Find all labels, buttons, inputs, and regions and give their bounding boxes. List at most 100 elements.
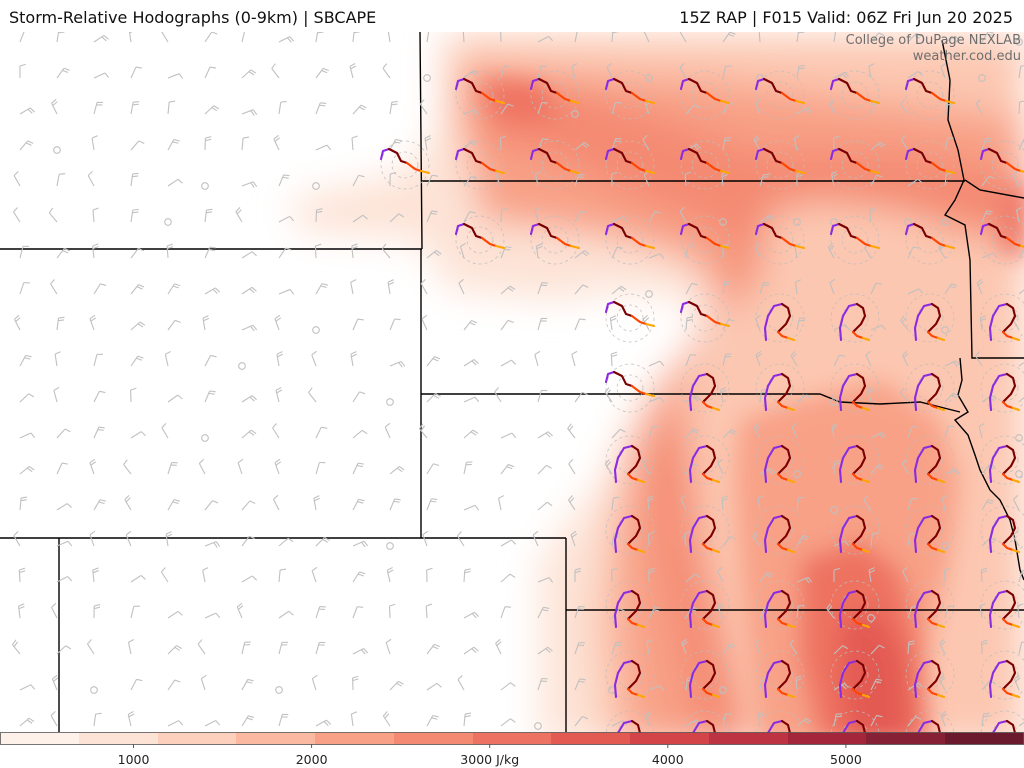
wind-barb — [981, 210, 993, 223]
hodograph-ring — [455, 140, 505, 190]
hodograph — [838, 589, 871, 629]
hodograph-ring — [541, 151, 569, 179]
wind-barb — [420, 278, 428, 295]
wind-barb — [941, 495, 948, 511]
wind-barb — [204, 720, 221, 727]
wind-barb — [534, 350, 541, 367]
wind-barb — [93, 499, 106, 511]
sbcape-colorbar: 1000 2000 3000 J/kg 4000 5000 — [0, 732, 1024, 767]
wind-barb — [130, 140, 145, 151]
state-borders — [0, 32, 1024, 732]
wind-barb — [349, 62, 357, 79]
wind-barb — [315, 461, 326, 475]
wind-barb — [833, 567, 840, 583]
wind-barb — [278, 713, 289, 727]
hodograph-ring — [541, 81, 569, 109]
wind-barb — [48, 207, 58, 223]
colorbar-bin — [158, 732, 237, 745]
wind-barb — [19, 32, 31, 43]
wind-barb — [426, 463, 440, 475]
wind-barb — [315, 67, 329, 79]
hodograph-ring — [905, 650, 955, 700]
wind-barb — [574, 250, 590, 259]
wind-barb — [567, 423, 576, 439]
wind-barb — [975, 98, 983, 115]
wind-barb — [648, 685, 665, 692]
wind-barb — [537, 501, 553, 511]
hodograph-ring — [980, 293, 1024, 343]
wind-barb — [722, 353, 732, 367]
hodograph-ring — [991, 151, 1019, 179]
wind-barb — [125, 530, 132, 547]
hodograph — [979, 147, 1024, 173]
wind-barb — [643, 32, 650, 43]
hodograph — [913, 444, 946, 484]
wind-barb — [981, 712, 990, 727]
wind-barb — [574, 141, 590, 151]
hodograph — [988, 302, 1021, 342]
hodograph-ring — [605, 140, 655, 190]
wind-barb — [902, 350, 909, 367]
wind-barb — [278, 288, 295, 295]
wind-barb — [241, 181, 258, 188]
wind-barb — [463, 646, 479, 655]
hodograph-ring — [830, 215, 880, 265]
wind-barb — [537, 646, 553, 655]
wind-barb — [19, 717, 35, 727]
wind-barb — [130, 574, 146, 583]
wind-barb — [19, 432, 36, 439]
wind-barb — [831, 423, 839, 439]
wind-barb — [93, 283, 107, 295]
wind-barb — [86, 639, 95, 655]
wind-barb — [870, 644, 885, 655]
wind-barb — [976, 278, 984, 295]
wind-barb — [19, 684, 36, 691]
wind-barb — [907, 497, 918, 511]
colorbar-bin — [945, 732, 1024, 745]
hodograph — [829, 222, 881, 250]
wind-barbs — [11, 32, 1024, 730]
wind-barb — [92, 567, 99, 583]
hodograph-ring — [905, 363, 955, 413]
wind-barb — [721, 495, 729, 511]
hodograph — [838, 302, 871, 342]
wind-barb — [235, 207, 243, 223]
wind-barb — [50, 710, 58, 727]
wind-barb — [907, 640, 915, 655]
wind-barb — [568, 459, 576, 475]
wind-barb — [907, 178, 923, 187]
wind-barb — [426, 392, 441, 403]
wind-barb — [759, 281, 770, 295]
hodograph-ring — [691, 151, 719, 179]
hodograph-ring — [755, 363, 805, 413]
wind-barb — [722, 429, 737, 439]
hodograph-ring — [755, 293, 805, 343]
wind-barb — [796, 717, 812, 727]
wind-barb — [534, 206, 541, 223]
wind-barb — [981, 175, 995, 187]
wind-barb — [123, 459, 132, 475]
hodograph — [754, 147, 806, 175]
wind-barb — [463, 109, 480, 116]
wind-barb — [92, 207, 99, 223]
hodograph — [688, 514, 721, 554]
wind-barb — [352, 571, 366, 583]
wind-barb — [167, 178, 183, 187]
wind-barb — [127, 639, 135, 655]
wind-barb — [167, 499, 180, 511]
wind-barb — [463, 211, 476, 223]
hodograph — [679, 300, 731, 328]
wind-barb — [350, 711, 358, 727]
wind-barb — [907, 682, 923, 691]
wind-barb — [642, 134, 650, 151]
wind-barb — [271, 63, 280, 79]
wind-barb — [315, 719, 332, 727]
wind-barb — [204, 246, 216, 259]
wind-barb — [1018, 641, 1024, 655]
wind-barb — [499, 135, 507, 151]
wind-barb — [463, 611, 480, 619]
hodograph — [913, 514, 946, 554]
hodograph-ring — [691, 81, 719, 109]
wind-barb — [241, 286, 257, 295]
wind-barb — [389, 360, 406, 368]
